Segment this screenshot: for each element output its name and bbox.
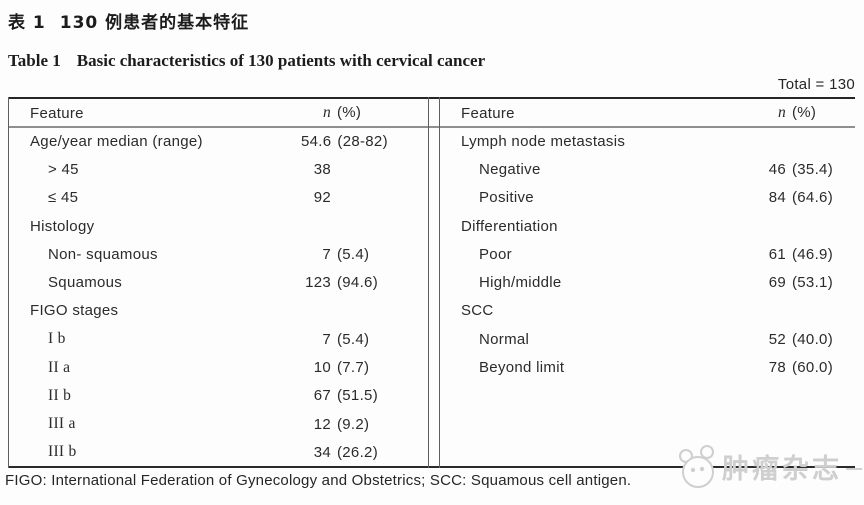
row-label: Histology (30, 217, 95, 235)
row-label: Beyond limit (479, 359, 565, 377)
table-row: Lymph node metastasis (440, 127, 855, 155)
table-divider-line-2 (439, 97, 440, 468)
table-row: II a 10 (7.7) (9, 353, 428, 381)
total-count-note: Total = 130 (777, 76, 855, 93)
table-row: Beyond limit 78 (60.0) (440, 353, 855, 381)
row-label: II a (48, 358, 71, 376)
row-value: 34 (26.2) (313, 443, 378, 461)
row-value: 46 (35.4) (768, 160, 833, 178)
row-value: 38 (313, 160, 331, 178)
row-value: 92 (313, 189, 331, 207)
watermark-panda-icon (679, 445, 714, 488)
row-value: 67 (51.5) (313, 387, 378, 405)
table-header-rule (8, 126, 855, 128)
watermark-text: 肿瘤杂志 (722, 453, 842, 485)
table-row: Differentiation (440, 212, 855, 240)
row-value: 123 (94.6) (305, 274, 378, 292)
row-label: Poor (479, 245, 512, 263)
row-label: Lymph node metastasis (461, 132, 626, 150)
journal-watermark: 肿瘤杂志 (676, 445, 862, 493)
table-title-zh-text: 130 例患者的基本特征 (59, 13, 250, 33)
row-value (301, 218, 428, 235)
row-label: Differentiation (461, 217, 558, 235)
table-row: Age/year median (range) 54.6 (28-82) (9, 127, 428, 155)
row-label: ≤ 45 (48, 189, 79, 207)
table-number-en: Table 1 (8, 51, 61, 70)
table-row: Non- squamous 7 (5.4) (9, 240, 428, 268)
table-title-en-text: Basic characteristics of 130 patients wi… (76, 51, 486, 70)
row-label: Non- squamous (48, 245, 158, 263)
table-row: II b 67 (51.5) (9, 382, 428, 410)
table-left-border (8, 97, 9, 468)
table-row: ≤ 45 92 (9, 184, 428, 212)
table-header-row: Feature n (%) (9, 99, 428, 127)
row-value: 78 (60.0) (768, 359, 833, 377)
table-number-zh: 表 1 (8, 13, 46, 33)
row-value (755, 133, 855, 150)
row-label: FIGO stages (30, 302, 119, 320)
table-divider-line-1 (428, 97, 429, 468)
row-value: 84 (64.6) (768, 189, 833, 207)
row-value: 12 (9.2) (313, 415, 370, 433)
row-label: I b (48, 330, 66, 348)
table-left-panel: Feature n (%) Age/year median (range) 54.… (9, 99, 428, 466)
row-label: High/middle (479, 274, 562, 292)
table-header-row: Feature n (%) (440, 99, 855, 127)
row-label: III a (48, 415, 76, 433)
table-row: SCC (440, 297, 855, 325)
watermark-tail-line (846, 468, 862, 470)
table-bottom-rule (8, 466, 855, 468)
table-row: Histology (9, 212, 428, 240)
row-label: II b (48, 386, 72, 404)
row-value: 54.6 (28-82) (301, 132, 388, 150)
row-value: 10 (7.7) (313, 359, 370, 377)
row-label: Negative (479, 160, 541, 178)
column-header-n-pct: n (%) (322, 104, 362, 121)
table-row: Positive 84 (64.6) (440, 184, 855, 212)
row-value: 69 (53.1) (768, 274, 833, 292)
row-label: III b (48, 443, 77, 461)
table-row: I b 7 (5.4) (9, 325, 428, 353)
table-right-panel: Feature n (%) Lymph node metastasis Negat… (440, 99, 855, 466)
table-row: Poor 61 (46.9) (440, 240, 855, 268)
table-footnote: FIGO: International Federation of Gyneco… (5, 472, 632, 489)
row-label: SCC (461, 302, 494, 320)
table-row: Normal 52 (40.0) (440, 325, 855, 353)
column-header-feature: Feature (461, 104, 515, 122)
table-row: Negative 46 (35.4) (440, 155, 855, 183)
column-header-n-pct: n (%) (777, 104, 817, 121)
row-value: 52 (40.0) (768, 330, 833, 348)
row-value: 7 (5.4) (322, 330, 370, 348)
table-row: III b 34 (26.2) (9, 438, 428, 466)
row-label: Positive (479, 189, 534, 207)
table-title-english: Table 1 Basic characteristics of 130 pati… (8, 51, 485, 71)
row-value (755, 302, 855, 319)
row-value (755, 218, 855, 235)
row-value: 61 (46.9) (768, 245, 833, 263)
row-label: Normal (479, 330, 530, 348)
table-row: FIGO stages (9, 297, 428, 325)
column-header-feature: Feature (30, 104, 84, 122)
table-row: III a 12 (9.2) (9, 410, 428, 438)
row-value: 7 (5.4) (322, 245, 370, 263)
row-label: Squamous (48, 274, 123, 292)
row-value (301, 302, 428, 319)
table-row: High/middle 69 (53.1) (440, 268, 855, 296)
row-label: Age/year median (range) (30, 132, 203, 150)
table-row: Squamous 123 (94.6) (9, 268, 428, 296)
table-title-chinese: 表 1 130 例患者的基本特征 (8, 8, 249, 33)
table-top-rule (8, 97, 855, 99)
table-row: > 45 38 (9, 155, 428, 183)
row-label: > 45 (48, 160, 79, 178)
